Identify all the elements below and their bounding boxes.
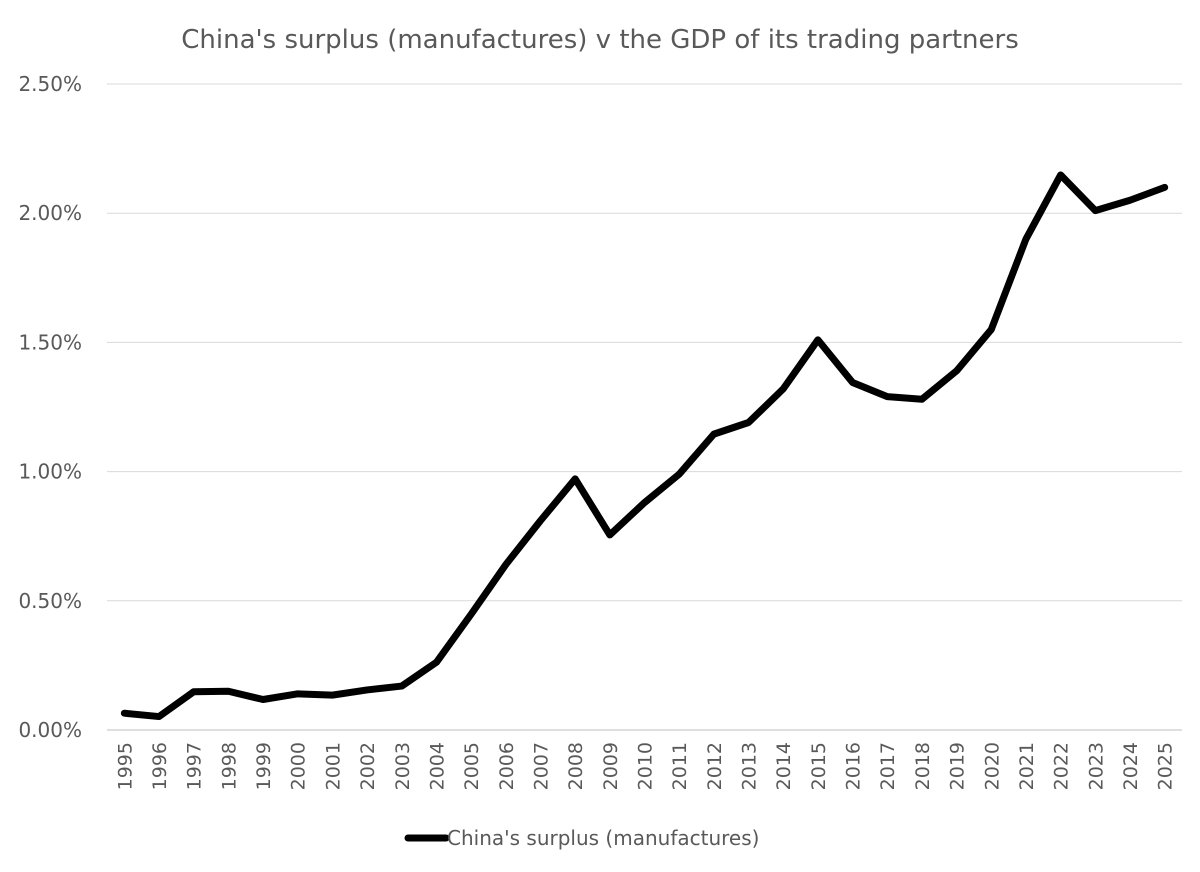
x-tick-label: 1998 <box>218 742 240 790</box>
gridlines <box>107 83 1182 602</box>
chart-title: China's surplus (manufactures) v the GDP… <box>181 25 1019 55</box>
x-tick-label: 2014 <box>773 742 795 790</box>
y-tick-label: 1.00% <box>18 460 82 484</box>
x-tick-label: 2006 <box>496 742 518 790</box>
x-tick-label: 2010 <box>635 742 657 790</box>
legend: China's surplus (manufactures) <box>404 826 759 850</box>
series-layer <box>120 171 1169 721</box>
x-tick-label: 2004 <box>426 742 448 790</box>
x-tick-label: 2024 <box>1120 742 1142 790</box>
x-tick-label: 2025 <box>1155 742 1177 790</box>
x-tick-label: 1996 <box>149 742 171 790</box>
x-tick-label: 2019 <box>947 742 969 790</box>
x-tick-label: 2020 <box>981 742 1003 790</box>
x-tick-label: 2017 <box>877 742 899 790</box>
y-tick-label: 0.00% <box>18 718 82 742</box>
x-tick-label: 2012 <box>704 742 726 790</box>
x-tick-label: 2003 <box>392 742 414 790</box>
x-tick-label: 2002 <box>357 742 379 790</box>
x-tick-label: 2022 <box>1051 742 1073 790</box>
y-tick-label: 2.00% <box>18 201 82 225</box>
x-tick-label: 1999 <box>253 742 275 790</box>
x-tick-label: 2007 <box>530 742 552 790</box>
y-tick-label: 2.50% <box>18 72 82 96</box>
x-tick-label: 2018 <box>912 742 934 790</box>
x-tick-label: 2001 <box>322 742 344 790</box>
y-axis-ticks: 0.00% 0.50% 1.00% 1.50% 2.00% 2.50% <box>18 72 82 742</box>
legend-label: China's surplus (manufactures) <box>447 826 759 850</box>
x-tick-label: 2011 <box>669 742 691 790</box>
x-tick-label: 2016 <box>843 742 865 790</box>
x-tick-label: 2021 <box>1016 742 1038 790</box>
x-axis-ticks: 1995 1996 1997 1998 1999 2000 2001 2002 2003 2004… <box>114 742 1176 790</box>
x-tick-label: 2009 <box>600 742 622 790</box>
x-tick-label: 2008 <box>565 742 587 790</box>
y-tick-label: 1.50% <box>18 330 82 354</box>
x-tick-label: 2005 <box>461 742 483 790</box>
y-tick-label: 0.50% <box>18 589 82 613</box>
series-line <box>120 171 1169 721</box>
x-tick-label: 2015 <box>808 742 830 790</box>
x-tick-label: 1997 <box>184 742 206 790</box>
x-tick-label: 2023 <box>1085 742 1107 790</box>
x-tick-label: 2013 <box>739 742 761 790</box>
x-tick-label: 1995 <box>114 742 136 790</box>
x-tick-label: 2000 <box>288 742 310 790</box>
